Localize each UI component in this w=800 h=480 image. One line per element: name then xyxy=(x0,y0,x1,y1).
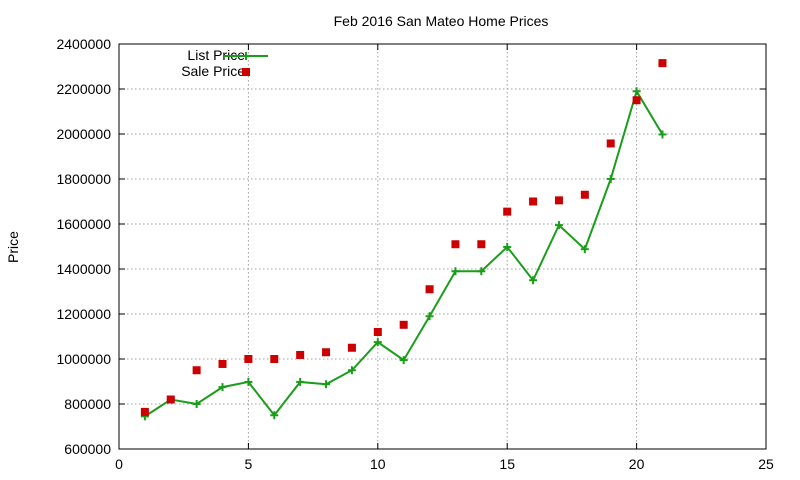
sale-price-point xyxy=(399,320,408,329)
list-price-point xyxy=(529,276,538,285)
x-tick-label: 5 xyxy=(245,456,253,472)
list-price-point xyxy=(347,366,356,375)
sale-price-point xyxy=(166,395,175,404)
sale-price-point xyxy=(192,366,201,375)
y-tick-label: 1400000 xyxy=(56,261,111,277)
sale-price-point xyxy=(322,348,331,357)
sale-price-point xyxy=(451,240,460,249)
plot-series xyxy=(140,59,667,421)
list-price-point xyxy=(373,338,382,347)
x-tick-label: 25 xyxy=(758,456,774,472)
list-price-point xyxy=(477,267,486,276)
sale-price-point xyxy=(477,240,486,249)
list-price-point xyxy=(425,312,434,321)
list-price-point xyxy=(606,175,615,183)
sale-price-point xyxy=(606,139,615,148)
y-tick-label: 2400000 xyxy=(56,36,111,52)
x-tick-label: 20 xyxy=(629,456,645,472)
list-price-point xyxy=(399,356,408,365)
y-tick-label: 800000 xyxy=(64,396,111,412)
x-tick-label: 15 xyxy=(499,456,515,472)
list-price-point xyxy=(244,377,253,386)
sale-price-point xyxy=(425,285,434,294)
legend-label-sale-price: Sale Price xyxy=(181,63,245,79)
sale-price-legend-marker xyxy=(242,68,250,76)
list-price-point xyxy=(503,242,512,251)
sale-price-point xyxy=(270,355,279,363)
list-price-point xyxy=(632,87,641,96)
sale-price-point xyxy=(632,96,641,105)
legend: List Price Sale Price xyxy=(181,47,268,79)
x-tick-label: 10 xyxy=(370,456,386,472)
sale-price-point xyxy=(373,328,382,336)
legend-label-list-price: List Price xyxy=(187,47,245,63)
grid xyxy=(119,44,766,449)
sale-price-point xyxy=(140,407,149,416)
sale-price-point xyxy=(218,359,227,368)
list-price-point xyxy=(192,400,201,408)
chart-title: Feb 2016 San Mateo Home Prices xyxy=(334,13,549,29)
sale-price-point xyxy=(503,207,512,216)
list-price-point xyxy=(451,267,460,276)
list-price-point xyxy=(658,130,667,139)
y-tick-label: 2200000 xyxy=(56,81,111,97)
list-price-point xyxy=(322,380,331,389)
y-tick-label: 1600000 xyxy=(56,216,111,232)
plot-frame xyxy=(118,43,767,450)
sale-price-point xyxy=(244,355,253,363)
list-price-point xyxy=(270,411,279,420)
sale-price-point xyxy=(658,59,667,68)
list-price-point xyxy=(580,245,589,254)
list-price-point xyxy=(296,377,305,386)
y-axis-label: Price xyxy=(5,231,21,263)
y-tick-label: 1000000 xyxy=(56,351,111,367)
axis-ticks: 0 5 10 15 20 25 600000 800000 1000000 1200000 1400… xyxy=(56,36,774,472)
sale-price-point xyxy=(347,343,356,352)
y-tick-label: 1800000 xyxy=(56,171,111,187)
list-price-legend-marker xyxy=(242,52,250,60)
list-price-point xyxy=(218,383,227,392)
list-price-point xyxy=(554,221,563,230)
sale-price-point xyxy=(580,190,589,199)
x-tick-label: 0 xyxy=(115,456,123,472)
y-tick-label: 2000000 xyxy=(56,126,111,142)
sale-price-point xyxy=(529,197,538,206)
sale-price-point xyxy=(296,350,305,359)
y-tick-label: 600000 xyxy=(64,441,111,457)
y-tick-label: 1200000 xyxy=(56,306,111,322)
sale-price-point xyxy=(554,196,563,205)
